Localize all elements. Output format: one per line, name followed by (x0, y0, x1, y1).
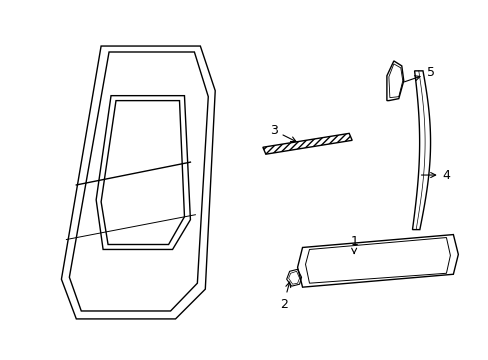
Text: 3: 3 (269, 124, 295, 141)
Text: 4: 4 (421, 168, 449, 181)
Text: 5: 5 (404, 66, 434, 82)
Text: 2: 2 (279, 282, 290, 311)
Text: 1: 1 (349, 235, 357, 254)
